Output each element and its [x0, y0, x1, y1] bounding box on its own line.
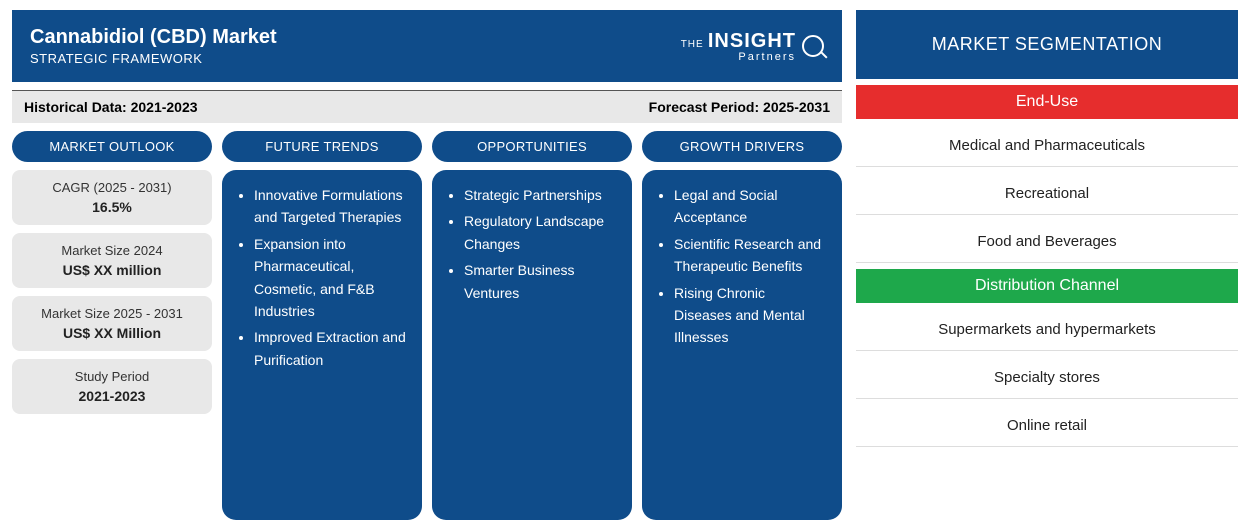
period-bar: Historical Data: 2021-2023 Forecast Peri… [12, 90, 842, 123]
magnifier-icon [802, 35, 824, 57]
logo-prefix: THE [681, 39, 704, 50]
list-item: Expansion into Pharmaceutical, Cosmetic,… [254, 233, 406, 323]
drivers-heading: GROWTH DRIVERS [642, 131, 842, 162]
logo-sub: Partners [681, 51, 796, 63]
list-item: Strategic Partnerships [464, 184, 616, 206]
stat-cagr: CAGR (2025 - 2031) 16.5% [12, 170, 212, 225]
forecast-value: 2025-2031 [763, 99, 830, 115]
stat-value: US$ XX million [20, 262, 204, 278]
opportunities-heading: OPPORTUNITIES [432, 131, 632, 162]
seg-category-end-use: End-Use [856, 85, 1238, 119]
trends-card: Innovative Formulations and Targeted The… [222, 170, 422, 520]
stat-value: US$ XX Million [20, 325, 204, 341]
left-panel: Cannabidiol (CBD) Market STRATEGIC FRAME… [12, 10, 842, 520]
future-trends-column: FUTURE TRENDS Innovative Formulations an… [222, 131, 422, 520]
historical-data: Historical Data: 2021-2023 [24, 99, 198, 115]
forecast-period: Forecast Period: 2025-2031 [649, 99, 830, 115]
stat-size-2024: Market Size 2024 US$ XX million [12, 233, 212, 288]
forecast-label: Forecast Period: [649, 99, 759, 115]
stat-size-2025-2031: Market Size 2025 - 2031 US$ XX Million [12, 296, 212, 351]
trends-heading: FUTURE TRENDS [222, 131, 422, 162]
historical-value: 2021-2023 [131, 99, 198, 115]
header-bar: Cannabidiol (CBD) Market STRATEGIC FRAME… [12, 10, 842, 82]
stat-value: 16.5% [20, 199, 204, 215]
stat-label: CAGR (2025 - 2031) [20, 180, 204, 195]
list-item: Regulatory Landscape Changes [464, 210, 616, 255]
opportunities-column: OPPORTUNITIES Strategic Partnerships Reg… [432, 131, 632, 520]
segmentation-heading: MARKET SEGMENTATION [856, 10, 1238, 79]
list-item: Legal and Social Acceptance [674, 184, 826, 229]
page-subtitle: STRATEGIC FRAMEWORK [30, 51, 277, 66]
drivers-card: Legal and Social Acceptance Scientific R… [642, 170, 842, 520]
list-item: Rising Chronic Diseases and Mental Illne… [674, 282, 826, 349]
list-item: Innovative Formulations and Targeted The… [254, 184, 406, 229]
seg-item: Recreational [856, 173, 1238, 215]
seg-item: Supermarkets and hypermarkets [856, 309, 1238, 351]
outlook-heading: MARKET OUTLOOK [12, 131, 212, 162]
seg-item: Medical and Pharmaceuticals [856, 125, 1238, 167]
list-item: Smarter Business Ventures [464, 259, 616, 304]
historical-label: Historical Data: [24, 99, 127, 115]
stat-label: Study Period [20, 369, 204, 384]
list-item: Improved Extraction and Purification [254, 326, 406, 371]
header-text: Cannabidiol (CBD) Market STRATEGIC FRAME… [30, 26, 277, 66]
opportunities-card: Strategic Partnerships Regulatory Landsc… [432, 170, 632, 520]
logo-main: INSIGHT [708, 30, 796, 52]
page-title: Cannabidiol (CBD) Market [30, 26, 277, 49]
stat-label: Market Size 2024 [20, 243, 204, 258]
segmentation-panel: MARKET SEGMENTATION End-Use Medical and … [856, 10, 1238, 520]
seg-category-distribution-channel: Distribution Channel [856, 269, 1238, 303]
seg-item: Specialty stores [856, 357, 1238, 399]
seg-item: Online retail [856, 405, 1238, 447]
seg-item: Food and Beverages [856, 221, 1238, 263]
stat-value: 2021-2023 [20, 388, 204, 404]
drivers-list: Legal and Social Acceptance Scientific R… [658, 184, 826, 349]
opportunities-list: Strategic Partnerships Regulatory Landsc… [448, 184, 616, 304]
stat-label: Market Size 2025 - 2031 [20, 306, 204, 321]
trends-list: Innovative Formulations and Targeted The… [238, 184, 406, 371]
list-item: Scientific Research and Therapeutic Bene… [674, 233, 826, 278]
columns-row: MARKET OUTLOOK CAGR (2025 - 2031) 16.5% … [12, 131, 842, 520]
market-outlook-column: MARKET OUTLOOK CAGR (2025 - 2031) 16.5% … [12, 131, 212, 520]
growth-drivers-column: GROWTH DRIVERS Legal and Social Acceptan… [642, 131, 842, 520]
brand-logo: THE INSIGHT Partners [681, 30, 824, 63]
stat-study-period: Study Period 2021-2023 [12, 359, 212, 414]
